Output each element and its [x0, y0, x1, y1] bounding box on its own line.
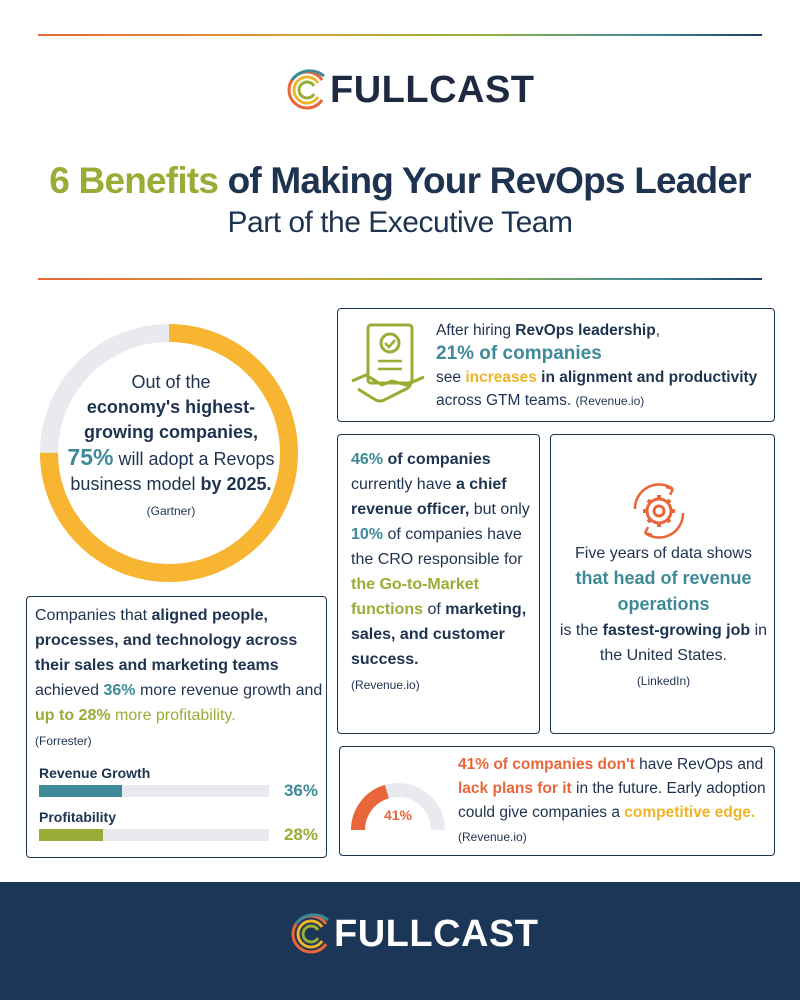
gauge-label: 41% [383, 807, 413, 823]
job-b1: fastest-growing job [602, 622, 751, 639]
gear-cycle-icon [633, 483, 685, 539]
gauge-chart [351, 783, 445, 831]
job-t3: in the United States. [599, 622, 768, 664]
revops-gold: increases [465, 369, 537, 386]
cro-b3: marketing, sales, and customer success. [351, 601, 527, 668]
revops-big: 21% of companies [436, 343, 602, 364]
cro-p1: 46% [351, 451, 384, 468]
cro-olive: the Go-to-Market functions [351, 576, 479, 618]
bar-value-revenue: 36% [283, 781, 318, 800]
donut-bold1: economy's highest-growing companies, [83, 397, 259, 442]
card-revops-text: After hiring RevOps leadership, 21% of c… [436, 319, 771, 413]
align-t4: more profitability. [110, 707, 236, 724]
title-accent: 6 Benefits [49, 160, 219, 201]
revops-t1: After hiring [436, 322, 516, 339]
align-t3: more revenue growth and [135, 682, 323, 699]
cro-p2: 10% [351, 526, 384, 543]
donut-bold2: by 2025. [200, 474, 272, 494]
card-adoption-text: 41% of companies don't have RevOps and l… [458, 753, 773, 849]
adopt-o2: don't [593, 756, 635, 773]
adopt-t1: have RevOps and [634, 756, 764, 773]
cro-t4: of [423, 601, 446, 618]
card-fastest-job-text: Five years of data shows that head of re… [557, 541, 770, 694]
gauge-arc [351, 784, 390, 831]
footer-band [0, 882, 800, 1000]
bar-track-revenue [39, 785, 269, 797]
donut-percent: 75% [67, 444, 114, 470]
align-b1: aligned people, processes, and technolog… [35, 607, 298, 674]
bar-value-profitability: 28% [283, 825, 318, 844]
align-p1: 36% [103, 682, 136, 699]
cro-t3: of companies have the CRO responsible fo… [351, 526, 523, 568]
bar-label-profitability: Profitability [39, 809, 117, 825]
align-source: (Forrester) [35, 734, 92, 748]
fullcast-logo-icon [291, 913, 329, 954]
card-cro: 46% of companies currently have a chief … [337, 434, 540, 734]
revops-t4: across GTM teams. [436, 392, 576, 409]
adopt-o3: lack plans for it [458, 780, 572, 797]
card-fastest-job: Five years of data shows that head of re… [550, 434, 775, 734]
footer-logo: FULLCAST [288, 912, 539, 956]
donut-arc [40, 324, 298, 582]
handshake-document-icon [351, 323, 425, 403]
title-rest: of Making Your RevOps Leader [218, 160, 752, 201]
header-logo: FULLCAST [284, 68, 535, 112]
cro-t2: but only [469, 501, 530, 518]
align-t1: Companies that [35, 607, 152, 624]
donut-line2: will adopt a Revops business model [70, 449, 275, 494]
donut-source: (Gartner) [146, 504, 196, 518]
revops-t2: , [655, 322, 660, 339]
revops-b2: in alignment and productivity [536, 369, 758, 386]
page-title: 6 Benefits of Making Your RevOps Leader [0, 160, 800, 202]
donut-stat-text: Out of the economy's highest-growing com… [62, 370, 280, 524]
job-source: (LinkedIn) [636, 674, 691, 688]
fullcast-logo-icon [287, 69, 325, 110]
brand-name: FULLCAST [330, 68, 535, 111]
card-alignment-text: Companies that aligned people, processes… [35, 603, 325, 754]
card-adoption: 41% 41% of companies don't have RevOps a… [339, 746, 775, 856]
cro-b1: of companies [383, 451, 491, 468]
cro-t1: currently have [351, 476, 456, 493]
bar-track-profitability [39, 829, 269, 841]
page-subtitle: Part of the Executive Team [227, 206, 573, 239]
cro-source: (Revenue.io) [351, 678, 420, 692]
bar-profitability [39, 829, 104, 841]
revops-b1: RevOps leadership [515, 322, 656, 339]
mid-divider [38, 278, 762, 280]
bar-revenue-growth [39, 785, 122, 797]
card-cro-text: 46% of companies currently have a chief … [351, 447, 536, 698]
card-revops-leadership: After hiring RevOps leadership, 21% of c… [337, 308, 775, 422]
brand-name: FULLCAST [334, 912, 539, 955]
adopt-t2: in the future. Early adoption could give… [458, 780, 766, 821]
align-t2: achieved [35, 682, 104, 699]
job-t1: Five years of data shows [575, 545, 752, 562]
donut-chart [40, 324, 298, 582]
adopt-gold: competitive edge. [624, 804, 756, 821]
adopt-source: (Revenue.io) [458, 830, 527, 844]
bar-label-revenue: Revenue Growth [39, 765, 151, 781]
cro-b2: a chief revenue officer, [351, 476, 507, 518]
revops-source: (Revenue.io) [575, 394, 645, 408]
job-t2: is the [559, 622, 603, 639]
adopt-o1: 41% of companies [458, 756, 594, 773]
revops-t3: see [436, 369, 466, 386]
job-teal: that head of revenue operations [575, 568, 752, 614]
align-p2: up to 28% [35, 707, 111, 724]
donut-line1: Out of the [131, 372, 211, 392]
card-alignment: Companies that aligned people, processes… [26, 596, 327, 858]
top-divider [38, 34, 762, 36]
